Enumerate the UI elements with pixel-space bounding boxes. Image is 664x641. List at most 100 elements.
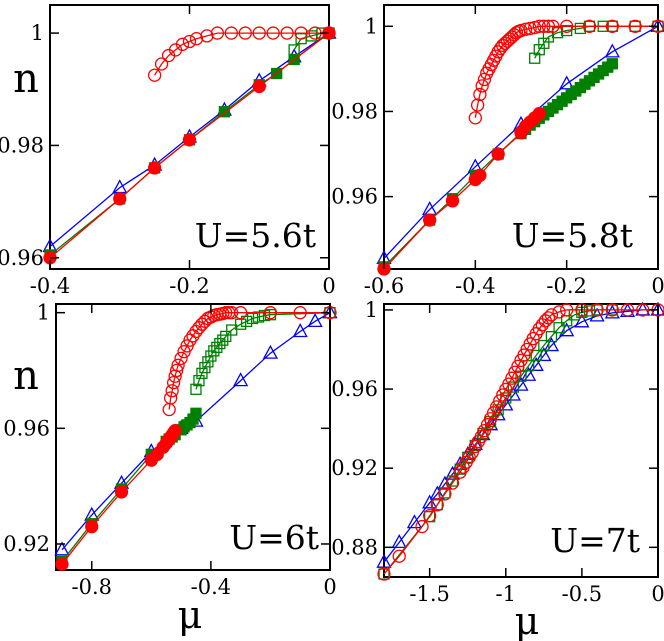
data-point-circle bbox=[468, 111, 482, 125]
data-point-circle bbox=[55, 557, 69, 571]
data-point-circle bbox=[189, 32, 204, 46]
x-tick-label: -0.6 bbox=[364, 274, 405, 298]
x-tick-label: 0 bbox=[651, 274, 664, 298]
x-axis-label: μ bbox=[178, 593, 203, 637]
data-point-square bbox=[545, 330, 558, 343]
data-point-circle bbox=[491, 147, 505, 161]
data-point-circle bbox=[636, 303, 650, 317]
data-point-circle bbox=[544, 308, 559, 322]
data-point-circle bbox=[174, 351, 188, 366]
x-axis-label: μ bbox=[515, 599, 540, 641]
data-point-square bbox=[190, 407, 202, 419]
data-point-square bbox=[214, 337, 226, 350]
x-tick-label: 0 bbox=[322, 274, 335, 298]
y-tick-label: 0.98 bbox=[331, 99, 378, 123]
y-tick-label: 0.96 bbox=[331, 377, 378, 401]
data-point-circle bbox=[541, 311, 556, 325]
x-tick-label: -0.4 bbox=[191, 575, 232, 599]
x-tick-label: -0.4 bbox=[30, 274, 71, 298]
data-point-circle bbox=[590, 303, 604, 317]
panel-label: U=5.6t bbox=[195, 216, 316, 255]
panel-tick-labels: -1.5 -1 -0.5 0 0.88 0.92 0.96 1 bbox=[331, 298, 664, 606]
panel-ticks bbox=[56, 304, 331, 570]
data-point-square bbox=[196, 367, 208, 380]
data-point-circle bbox=[85, 519, 99, 534]
data-point-circle bbox=[575, 303, 589, 317]
data-point-square bbox=[252, 311, 265, 323]
data-point-circle bbox=[234, 306, 248, 320]
data-point-circle bbox=[182, 34, 197, 49]
data-point-circle bbox=[445, 194, 460, 208]
data-point-circle bbox=[582, 19, 597, 33]
series-red-filled-circles bbox=[377, 106, 546, 276]
panel-u-5-6t: -0.4 -0.2 0 0.96 0.98 1 U=5.6t n bbox=[0, 4, 337, 298]
data-point-square bbox=[211, 341, 223, 354]
panel-label: U=7t bbox=[550, 521, 640, 560]
data-point-circle bbox=[415, 519, 429, 534]
data-point-triangle bbox=[54, 541, 70, 556]
data-point-circle bbox=[430, 498, 444, 512]
data-point-circle bbox=[532, 19, 546, 33]
data-point-square bbox=[538, 339, 550, 352]
data-point-circle bbox=[175, 37, 190, 51]
series-green-open-squares bbox=[190, 307, 336, 395]
data-point-circle bbox=[169, 363, 184, 378]
panel-u-6t: -0.8 -0.4 0 0.92 0.96 1 U=6t n μ bbox=[3, 301, 338, 637]
y-tick-label: 0.92 bbox=[3, 532, 50, 556]
x-tick-label: -0.8 bbox=[71, 575, 112, 599]
data-point-circle bbox=[219, 306, 233, 320]
panel-tick-labels: -0.4 -0.2 0 0.96 0.98 1 bbox=[0, 21, 336, 298]
series-red-filled-circles bbox=[55, 423, 182, 571]
data-point-circle bbox=[518, 22, 533, 36]
panel-u-7t: -1.5 -1 -0.5 0 0.88 0.92 0.96 1 U=7t μ bbox=[331, 298, 664, 641]
y-tick-label: 1 bbox=[37, 301, 50, 325]
x-tick-label: -0.5 bbox=[562, 582, 603, 606]
data-point-square bbox=[553, 322, 565, 334]
data-point-triangle bbox=[635, 301, 651, 316]
data-point-circle bbox=[182, 133, 197, 147]
data-point-triangle bbox=[574, 313, 590, 328]
data-point-circle bbox=[560, 19, 574, 33]
series-line bbox=[383, 309, 658, 575]
data-point-triangle bbox=[391, 534, 407, 549]
data-point-circle bbox=[252, 26, 266, 40]
data-point-circle bbox=[445, 476, 460, 490]
data-point-circle bbox=[552, 305, 566, 319]
y-axis-label: n bbox=[13, 56, 39, 102]
data-point-circle bbox=[171, 358, 185, 372]
data-point-triangle bbox=[233, 372, 249, 387]
series-red-open-circles bbox=[147, 26, 336, 82]
panel-tick-labels: -0.8 -0.4 0 0.92 0.96 1 bbox=[3, 301, 336, 599]
series-line bbox=[49, 32, 330, 259]
panel-frame bbox=[55, 303, 331, 571]
data-point-circle bbox=[473, 168, 487, 182]
data-point-circle bbox=[475, 79, 489, 93]
data-point-square bbox=[583, 305, 596, 317]
panel-frame bbox=[383, 4, 659, 270]
data-point-square bbox=[202, 356, 214, 368]
x-tick-label: -1.5 bbox=[409, 582, 450, 606]
data-point-circle bbox=[628, 19, 642, 33]
panel-tick-labels: -0.6 -0.4 -0.2 0 0.96 0.98 1 bbox=[331, 14, 664, 298]
y-tick-label: 0.96 bbox=[0, 246, 44, 270]
data-point-square bbox=[606, 58, 618, 70]
data-point-circle bbox=[294, 26, 308, 40]
data-point-circle bbox=[266, 26, 280, 40]
data-point-circle bbox=[164, 391, 178, 405]
x-tick-label: 0 bbox=[651, 582, 664, 606]
x-tick-label: -0.4 bbox=[455, 274, 496, 298]
panel-u-5-8t: -0.6 -0.4 -0.2 0 0.96 0.98 1 U=5.8t bbox=[331, 4, 664, 298]
data-point-circle bbox=[224, 26, 239, 40]
data-point-triangle bbox=[262, 344, 279, 359]
data-point-circle bbox=[507, 28, 521, 42]
data-point-circle bbox=[252, 79, 266, 94]
data-point-circle bbox=[423, 509, 437, 523]
data-point-square bbox=[378, 568, 390, 580]
data-point-circle bbox=[154, 57, 169, 71]
panel-marks bbox=[376, 301, 664, 581]
y-tick-label: 0.96 bbox=[3, 416, 50, 440]
data-point-triangle bbox=[604, 304, 620, 319]
data-point-circle bbox=[147, 161, 162, 175]
data-point-square bbox=[288, 44, 300, 56]
